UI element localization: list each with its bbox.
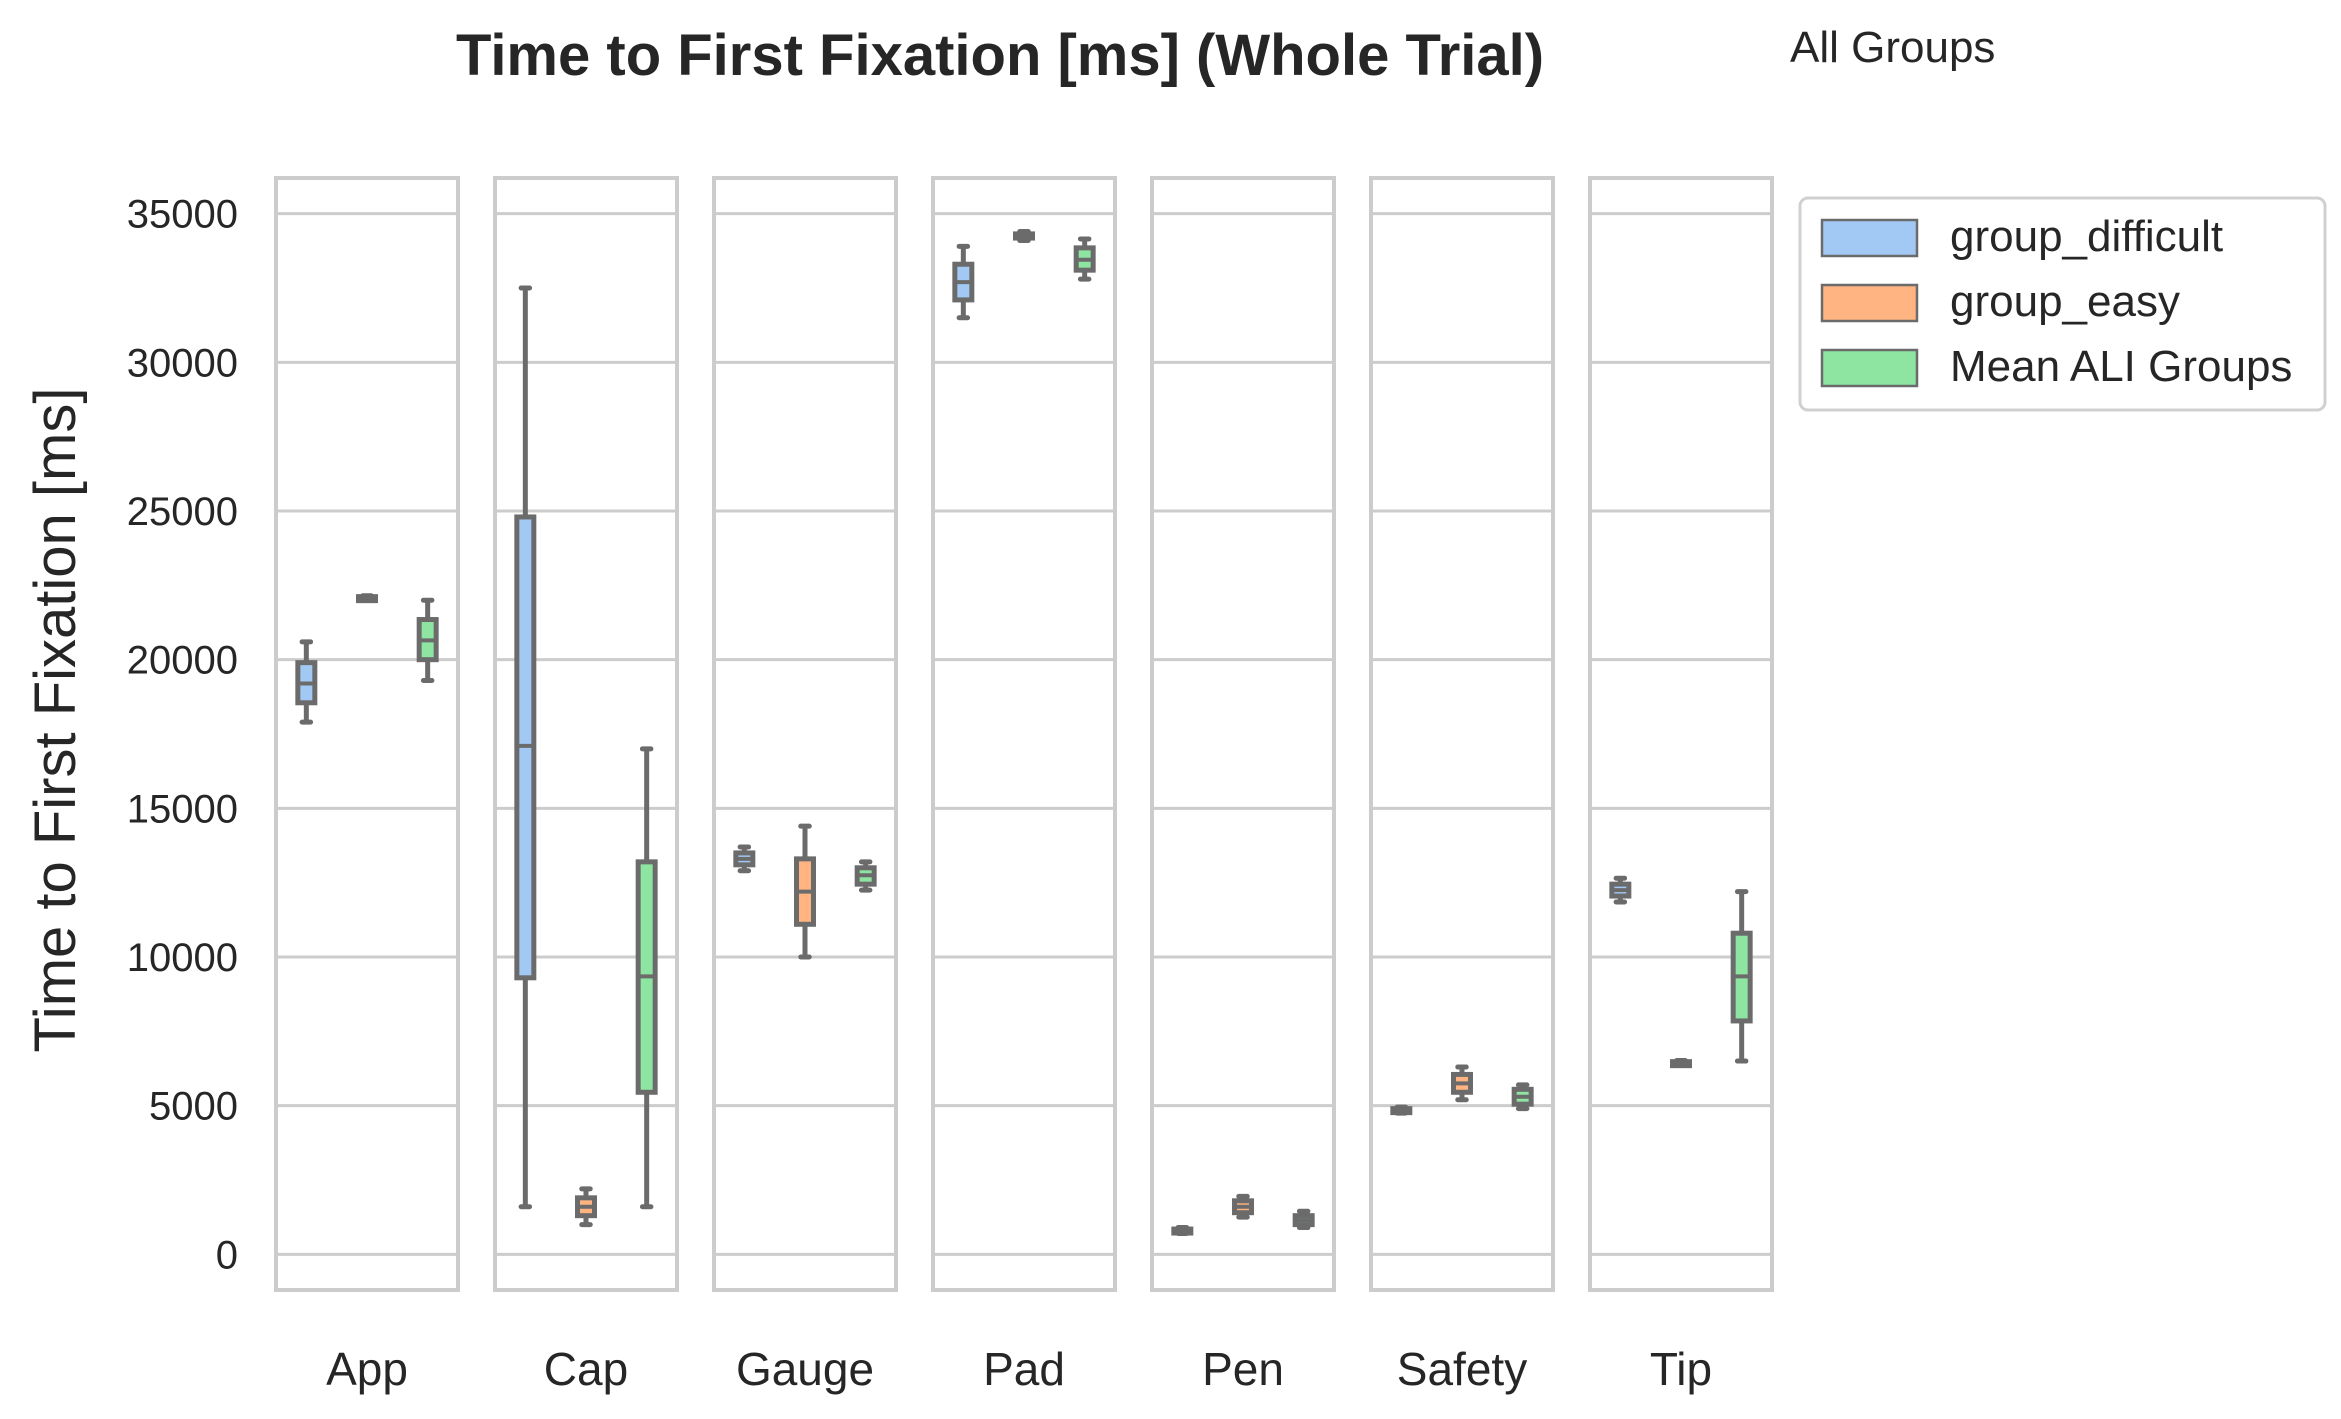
y-tick-label: 30000 [127, 341, 238, 385]
legend: group_difficult group_easy Mean ALI Groups [1798, 196, 2327, 412]
chart-title: Time to First Fixation [ms] (Whole Trial… [456, 23, 1544, 88]
legend-swatch [1820, 348, 1919, 388]
legend-swatch [1820, 283, 1919, 323]
panel-app: App [274, 176, 460, 1395]
legend-label: group_easy [1950, 277, 2180, 326]
y-tick-label: 25000 [127, 490, 238, 534]
x-category-label: App [326, 1343, 408, 1395]
x-category-label: Cap [544, 1343, 628, 1395]
panels: App Cap Gauge Pad Pen Safety Tip [274, 176, 1774, 1395]
box-group-difficult [952, 243, 975, 321]
panel-frame [712, 176, 898, 1292]
y-tick-label: 15000 [127, 787, 238, 831]
box-mean-ali-groups [1511, 1082, 1534, 1112]
box-group-easy [356, 593, 378, 604]
legend-label: Mean ALI Groups [1950, 342, 2292, 391]
box-group-easy [794, 823, 816, 960]
box-group-difficult [1609, 875, 1632, 905]
y-axis-label: Time to First Fixation [ms] [23, 388, 88, 1053]
box-mean-ali-groups [635, 746, 658, 1210]
box-group-easy [1232, 1193, 1254, 1220]
panel-safety: Safety [1369, 176, 1555, 1395]
panel-frame [1369, 176, 1555, 1292]
x-category-label: Pad [983, 1343, 1065, 1395]
box-mean-ali-groups [854, 859, 877, 893]
panel-gauge: Gauge [712, 176, 898, 1395]
box-group-easy [575, 1186, 597, 1228]
box-group-easy [1451, 1064, 1473, 1103]
panel-frame [274, 176, 460, 1292]
chart-subtitle: All Groups [1790, 23, 1995, 72]
box-group-difficult [295, 639, 318, 725]
box-mean-ali-groups [1292, 1208, 1315, 1231]
box-group-easy [1670, 1057, 1692, 1069]
y-tick-label: 0 [216, 1233, 238, 1277]
box-group-difficult [1390, 1104, 1413, 1116]
y-tick-label: 35000 [127, 193, 238, 237]
y-tick-label: 10000 [127, 936, 238, 980]
x-category-label: Safety [1397, 1343, 1527, 1395]
y-ticks: 0 5000 10000 15000 20000 25000 30000 35000 [127, 193, 238, 1278]
panel-cap: Cap [493, 176, 679, 1395]
panel-frame [493, 176, 679, 1292]
panel-frame [1150, 176, 1336, 1292]
box-group-difficult [1171, 1225, 1194, 1237]
legend-label: group_difficult [1950, 212, 2223, 261]
box-group-difficult [733, 844, 756, 874]
box-group-easy [1013, 229, 1035, 243]
panel-pad: Pad [931, 176, 1117, 1395]
y-tick-label: 20000 [127, 639, 238, 683]
box-mean-ali-groups [1073, 236, 1096, 282]
box-group-difficult [514, 285, 537, 1210]
y-tick-label: 5000 [149, 1085, 238, 1129]
panel-frame [1588, 176, 1774, 1292]
x-category-label: Pen [1202, 1343, 1284, 1395]
box-mean-ali-groups [1730, 889, 1753, 1064]
panel-frame [931, 176, 1117, 1292]
panel-pen: Pen [1150, 176, 1336, 1395]
legend-frame [1798, 196, 2327, 412]
panel-tip: Tip [1588, 176, 1774, 1395]
x-category-label: Tip [1650, 1343, 1712, 1395]
box-mean-ali-groups [416, 597, 439, 683]
legend-swatch [1820, 218, 1919, 258]
x-category-label: Gauge [736, 1343, 874, 1395]
